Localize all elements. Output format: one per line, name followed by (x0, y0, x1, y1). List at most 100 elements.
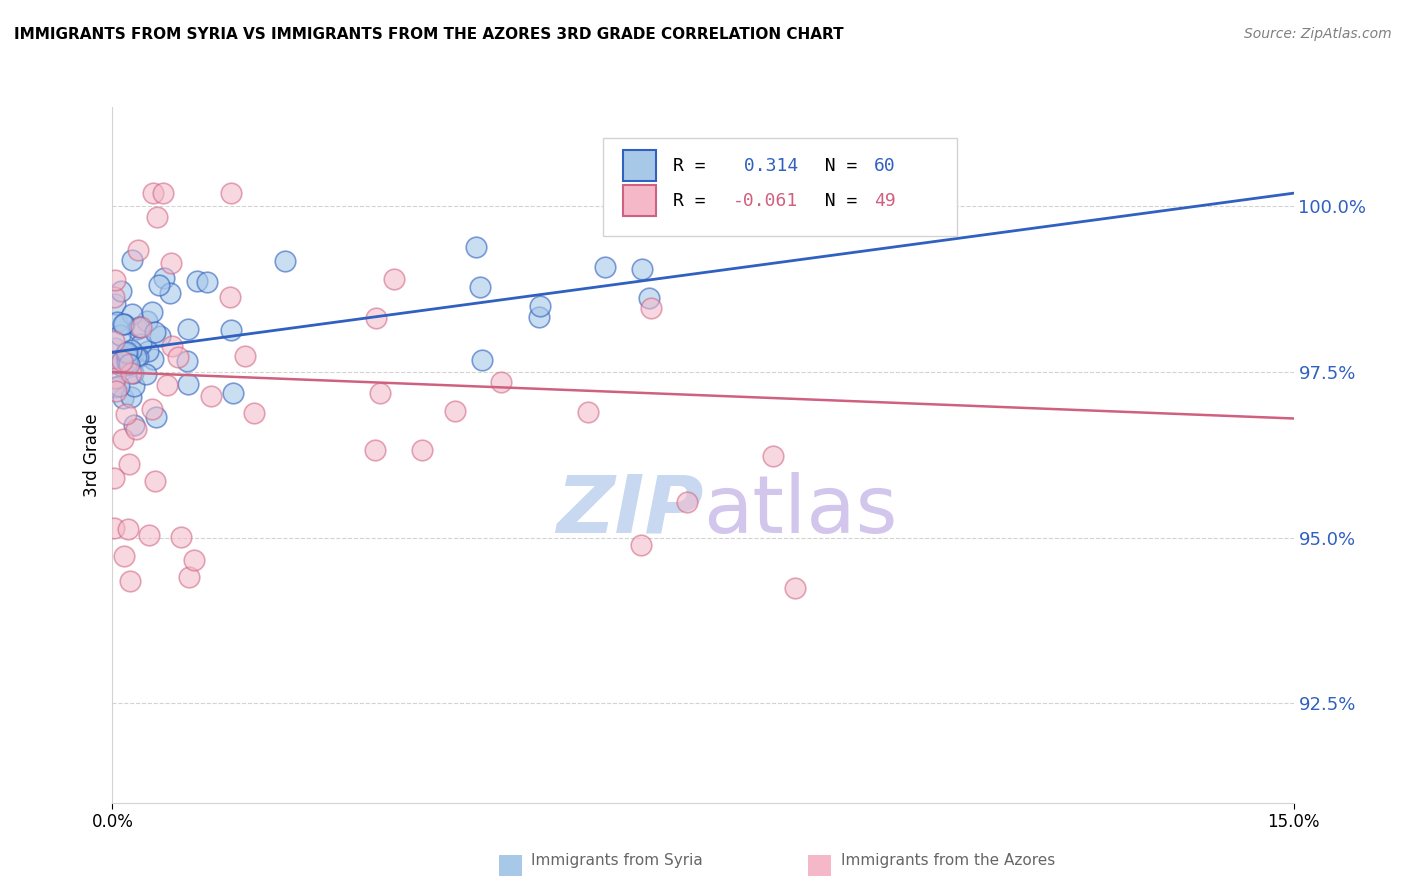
Point (104, 273, 127, 287)
Point (115, 346, 138, 360)
Point (120, 348, 142, 362)
FancyBboxPatch shape (603, 138, 957, 235)
Point (576, 405, 599, 419)
Point (112, 549, 135, 564)
Point (640, 301, 662, 315)
Point (471, 352, 494, 367)
Point (120, 390, 142, 404)
Point (108, 327, 131, 342)
Point (411, 442, 433, 457)
Point (121, 343, 143, 358)
Point (167, 350, 190, 364)
Point (221, 323, 243, 337)
Point (219, 186, 242, 201)
Text: ZIP: ZIP (555, 472, 703, 549)
Point (141, 402, 163, 417)
Point (529, 299, 551, 313)
Point (233, 349, 256, 363)
Point (148, 278, 170, 293)
Point (143, 325, 166, 339)
Point (638, 291, 661, 305)
Text: 60: 60 (875, 157, 896, 175)
Text: atlas: atlas (703, 472, 897, 549)
Point (112, 432, 135, 446)
Point (122, 366, 145, 380)
Y-axis label: 3rd Grade: 3rd Grade (83, 413, 101, 497)
Text: -0.061: -0.061 (733, 192, 797, 210)
Point (170, 530, 193, 544)
Point (117, 359, 139, 373)
Text: R =: R = (673, 192, 717, 210)
Point (111, 354, 134, 368)
Point (103, 471, 125, 485)
Point (762, 449, 785, 463)
Text: Immigrants from the Azores: Immigrants from the Azores (841, 854, 1054, 868)
Point (160, 339, 183, 353)
Point (135, 368, 157, 382)
Point (125, 322, 148, 336)
Point (200, 388, 222, 402)
Point (364, 442, 387, 457)
Point (104, 297, 127, 311)
Point (129, 319, 152, 334)
Point (104, 384, 127, 398)
Point (152, 186, 174, 201)
Text: R =: R = (673, 157, 717, 175)
Point (124, 418, 146, 433)
Point (111, 359, 134, 373)
Point (112, 391, 135, 405)
Point (243, 406, 266, 420)
Point (141, 305, 163, 319)
Point (177, 376, 200, 391)
Point (593, 260, 616, 274)
Point (125, 422, 148, 436)
Text: N =: N = (803, 192, 869, 210)
Text: 0.314: 0.314 (733, 157, 797, 175)
Point (104, 341, 127, 355)
Point (489, 375, 512, 389)
Point (103, 290, 125, 304)
Point (122, 379, 145, 393)
Point (146, 211, 169, 225)
Point (529, 310, 551, 325)
Point (115, 355, 138, 369)
Point (149, 328, 172, 343)
Point (366, 311, 388, 326)
Point (155, 377, 177, 392)
Point (218, 290, 240, 304)
Point (783, 581, 806, 595)
Point (111, 317, 134, 331)
Point (103, 356, 125, 370)
Point (152, 270, 174, 285)
Text: 49: 49 (875, 192, 896, 210)
Text: N =: N = (803, 157, 869, 175)
Point (142, 186, 165, 201)
Point (186, 274, 208, 288)
Point (117, 522, 139, 536)
FancyBboxPatch shape (623, 150, 655, 181)
Point (112, 317, 135, 331)
Point (115, 351, 138, 365)
Point (195, 275, 218, 289)
Text: Immigrants from Syria: Immigrants from Syria (531, 854, 703, 868)
Point (127, 243, 149, 257)
Point (177, 322, 200, 336)
FancyBboxPatch shape (623, 185, 655, 216)
Point (121, 252, 143, 267)
Point (630, 262, 652, 277)
Point (142, 352, 165, 367)
Point (630, 539, 652, 553)
Point (103, 521, 125, 535)
Point (103, 334, 125, 349)
Point (176, 354, 198, 368)
Point (136, 314, 159, 328)
Point (124, 346, 146, 360)
Point (183, 552, 205, 566)
Point (104, 371, 127, 385)
Point (128, 319, 150, 334)
Point (108, 356, 131, 370)
Point (675, 495, 697, 509)
Point (120, 366, 142, 380)
Point (138, 528, 160, 542)
Text: Source: ZipAtlas.com: Source: ZipAtlas.com (1244, 27, 1392, 41)
